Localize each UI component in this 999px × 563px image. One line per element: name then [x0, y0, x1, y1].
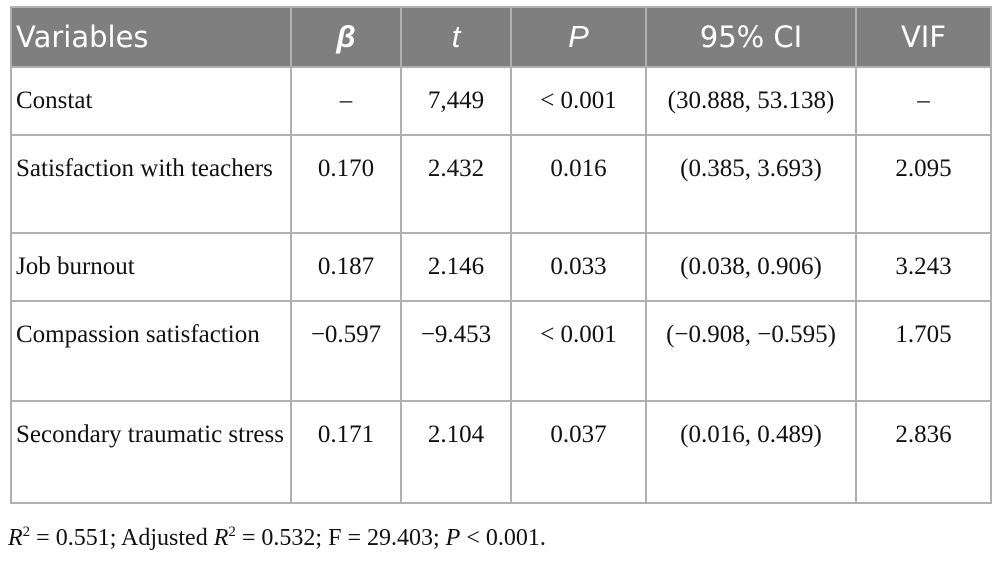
table-cell: < 0.001 — [510, 300, 647, 402]
table-row: Constat –7,449 < 0.001 (30.888, 53.138) – — [10, 66, 992, 136]
table-cell: 7,449 — [400, 66, 512, 136]
table-cell: < 0.001 — [510, 66, 647, 136]
table-cell: 2.104 — [400, 400, 512, 504]
table-cell: Compassion satisfaction — [10, 300, 292, 402]
table-cell: (30.888, 53.138) — [645, 66, 857, 136]
table-row: Job burnout 0.187 2.146 0.033 (0.038, 0.906)… — [10, 232, 992, 302]
footnote-text: P — [445, 525, 461, 551]
table-row: Compassion satisfaction −0.597 −9.453 < 0.0… — [10, 300, 992, 402]
footnote-text: R — [8, 525, 23, 551]
header-cell: t — [400, 6, 512, 68]
table-cell: Job burnout — [10, 232, 292, 302]
table-cell: (−0.908, −0.595) — [645, 300, 857, 402]
table-body: Constat –7,449 < 0.001 (30.888, 53.138) – Sat… — [10, 66, 992, 504]
header-row: Variables β t P 95% CI VIF — [10, 6, 992, 68]
table-cell: 3.243 — [855, 232, 992, 302]
table-row: Satisfaction with teachers 0.170 2.432 0.01… — [10, 134, 992, 234]
footnote-text: < 0.001. — [460, 525, 546, 551]
table-cell: 1.705 — [855, 300, 992, 402]
footnote-text: = 0.551; Adjusted — [30, 525, 214, 551]
table-cell: 2.095 — [855, 134, 992, 234]
table-cell: 2.146 — [400, 232, 512, 302]
header-cell: P — [510, 6, 647, 68]
table-cell: (0.385, 3.693) — [645, 134, 857, 234]
header-cell: β — [290, 6, 402, 68]
table-cell: 0.187 — [290, 232, 402, 302]
table-cell: (0.016, 0.489) — [645, 400, 857, 504]
header-cell: 95% CI — [645, 6, 857, 68]
footnote-sup: 2 — [228, 524, 236, 540]
footnote-text: R — [213, 525, 229, 551]
table-cell: 0.170 — [290, 134, 402, 234]
table-cell: Satisfaction with teachers — [10, 134, 292, 234]
table-cell: 0.016 — [510, 134, 647, 234]
table-cell: – — [855, 66, 992, 136]
table-cell: Constat — [10, 66, 292, 136]
table-cell: 0.033 — [510, 232, 647, 302]
footnote-sup: 2 — [22, 524, 31, 540]
header-cell: Variables — [10, 6, 292, 68]
table-cell: −0.597 — [290, 300, 402, 402]
table-row: Secondary traumatic stress 0.171 2.104 0.03… — [10, 400, 992, 504]
table-cell: 0.037 — [510, 400, 647, 504]
footnote: R2 = 0.551; Adjusted R2 = 0.532; F = 29.… — [8, 524, 546, 552]
table-cell: Secondary traumatic stress — [10, 400, 292, 504]
table-cell: 2.836 — [855, 400, 992, 504]
footnote-text: = 0.532; F = 29.403; — [235, 525, 446, 551]
table-cell: 2.432 — [400, 134, 512, 234]
table-cell: 0.171 — [290, 400, 402, 504]
table-cell: (0.038, 0.906) — [645, 232, 857, 302]
header-cell: VIF — [855, 6, 992, 68]
regression-table: Variables β t P 95% CI VIF Constat –7,449 < 0.0… — [10, 6, 992, 504]
table-cell: −9.453 — [400, 300, 512, 402]
table-cell: – — [290, 66, 402, 136]
